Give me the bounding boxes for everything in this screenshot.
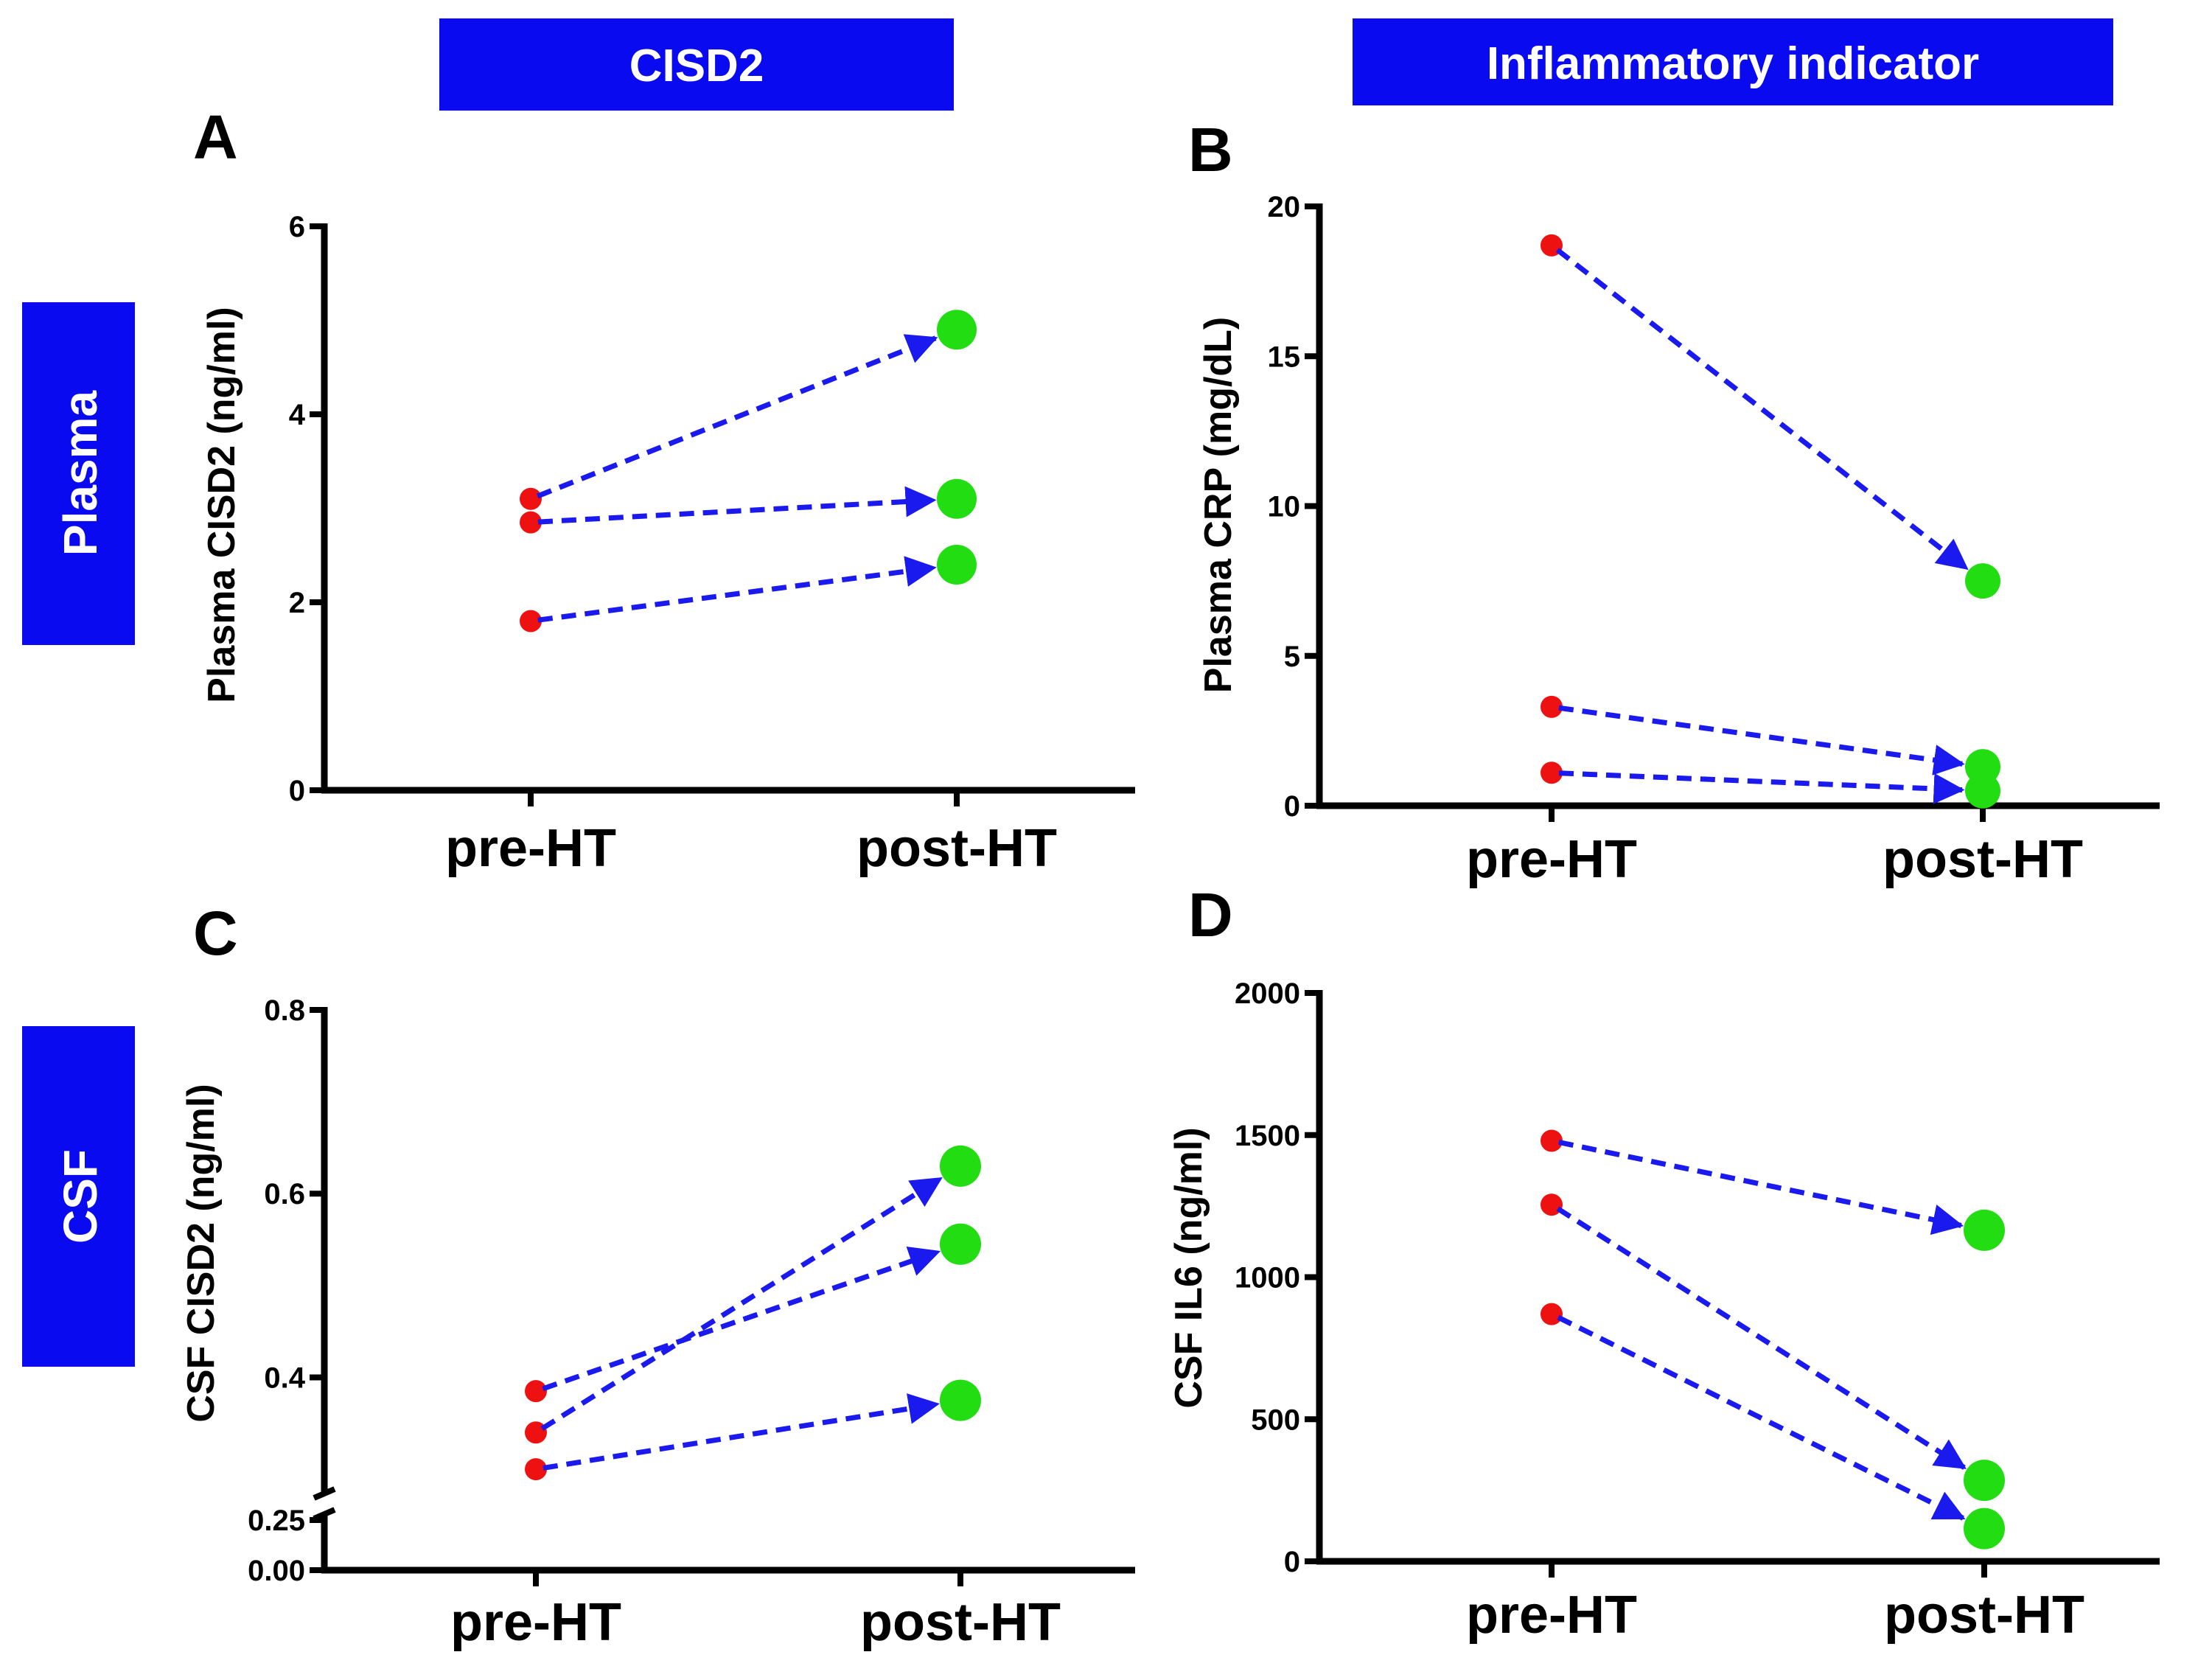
- panel-letter-a: A: [193, 102, 238, 172]
- y-tick-label-b: 10: [1268, 491, 1301, 523]
- paired-change-arrow-b: [1558, 705, 1965, 776]
- panel-d-csf-il6: D CSF IL6 (ng/ml) 0 500 1000 1500 2000 pre-HT…: [1168, 880, 2160, 1645]
- post-ht-point-b: [1965, 773, 2000, 809]
- y-tick-label-c: 0.6: [264, 1178, 305, 1210]
- row-header-plasma-box: [22, 302, 135, 645]
- column-header-inflammatory: Inflammatory indicator: [1353, 18, 2113, 105]
- x-category-label-c: post-HT: [860, 1593, 1061, 1652]
- panel-letter-d: D: [1188, 880, 1233, 949]
- paired-change-arrow-d: [1556, 1206, 1967, 1470]
- panel-c-csf-cisd2: C CSF CISD2 (ng/ml) 0.00 0.25 0.4 0.6 0.8 pre…: [180, 899, 1135, 1652]
- x-category-label-d: post-HT: [1884, 1586, 2084, 1645]
- paired-change-arrow-a: [537, 556, 937, 623]
- column-header-inflammatory-box: [1353, 18, 2113, 105]
- panel-letter-c: C: [193, 899, 238, 968]
- y-tick-label-a: 2: [289, 587, 305, 619]
- post-ht-point-a: [937, 545, 977, 585]
- y-axis-label-a: Plasma CISD2 (ng/ml): [200, 307, 243, 703]
- pre-ht-point-a: [520, 511, 542, 534]
- row-header-csf-label: CSF: [54, 1149, 107, 1244]
- pre-ht-point-c: [525, 1380, 547, 1403]
- row-header-csf-box: [22, 1026, 135, 1367]
- y-tick-label-c: 0.8: [264, 994, 305, 1027]
- x-category-label-a: post-HT: [856, 819, 1057, 878]
- y-tick-label-d: 1500: [1235, 1120, 1300, 1152]
- row-header-plasma: Plasma: [22, 302, 135, 645]
- x-category-label-b: post-HT: [1883, 830, 2083, 889]
- paired-change-arrow-c: [540, 1176, 943, 1431]
- pre-ht-point-b: [1541, 695, 1563, 718]
- y-tick-label-b: 15: [1268, 341, 1301, 373]
- post-ht-point-c: [940, 1145, 981, 1187]
- y-tick-label-d: 2000: [1235, 977, 1300, 1010]
- post-ht-point-d: [1964, 1209, 2005, 1251]
- column-header-inflammatory-label: Inflammatory indicator: [1487, 38, 1979, 89]
- y-tick-label-c: 0.00: [248, 1555, 305, 1587]
- x-category-label-c: pre-HT: [450, 1593, 621, 1652]
- y-tick-label-d: 0: [1284, 1546, 1300, 1578]
- y-tick-label-b: 0: [1284, 790, 1300, 823]
- post-ht-point-b: [1965, 563, 2000, 599]
- paired-change-arrow-d: [1557, 1314, 1966, 1521]
- column-header-cisd2: CISD2: [439, 18, 954, 111]
- y-tick-label-c: 0.25: [248, 1505, 305, 1537]
- y-tick-label-b: 5: [1284, 641, 1300, 673]
- y-tick-label-c: 0.4: [264, 1362, 305, 1394]
- post-ht-point-d: [1964, 1460, 2005, 1502]
- pre-ht-point-d: [1541, 1303, 1563, 1325]
- y-axis-label-b: Plasma CRP (mg/dL): [1197, 317, 1240, 693]
- y-tick-label-a: 0: [289, 775, 305, 807]
- paired-change-arrow-a: [537, 334, 938, 499]
- x-category-label-d: pre-HT: [1466, 1586, 1637, 1645]
- row-header-csf: CSF: [22, 1026, 135, 1367]
- post-ht-point-a: [937, 310, 977, 350]
- post-ht-point-d: [1964, 1508, 2005, 1550]
- paired-change-arrow-b: [1558, 770, 1965, 804]
- y-axis-label-c: CSF CISD2 (ng/ml): [180, 1084, 223, 1422]
- y-axis-label-d: CSF IL6 (ng/ml): [1168, 1127, 1210, 1408]
- paired-change-arrow-c: [542, 1246, 941, 1392]
- y-tick-label-d: 1000: [1235, 1262, 1300, 1294]
- panel-letter-b: B: [1188, 115, 1233, 184]
- paired-change-arrow-d: [1558, 1140, 1964, 1235]
- x-category-label-a: pre-HT: [445, 819, 616, 878]
- pre-ht-point-b: [1541, 761, 1563, 784]
- axis-break-mark-upper-c: [313, 1486, 336, 1501]
- y-tick-label-a: 6: [289, 211, 305, 243]
- panel-b-plasma-crp: B Plasma CRP (mg/dL) 0 5 10 15 20 pre-HT post-…: [1188, 115, 2160, 889]
- column-header-cisd2-box: [439, 18, 954, 111]
- pre-ht-point-c: [525, 1458, 547, 1481]
- post-ht-point-a: [937, 478, 977, 519]
- paired-change-arrow-c: [542, 1393, 940, 1471]
- panel-a-plasma-cisd2: A Plasma CISD2 (ng/ml) 0 2 4 6 pre-HT post-HT: [193, 102, 1135, 878]
- pre-ht-point-a: [520, 487, 542, 510]
- y-tick-label-b: 20: [1268, 191, 1301, 223]
- paired-change-arrow-b: [1555, 248, 1969, 571]
- pre-ht-point-a: [520, 610, 542, 632]
- row-header-plasma-label: Plasma: [54, 391, 107, 557]
- pre-ht-point-d: [1541, 1129, 1563, 1152]
- y-tick-label-d: 500: [1251, 1404, 1300, 1436]
- column-header-cisd2-label: CISD2: [629, 41, 764, 91]
- y-tick-label-a: 4: [289, 399, 306, 431]
- post-ht-point-c: [940, 1379, 981, 1421]
- x-category-label-b: pre-HT: [1466, 830, 1637, 889]
- paired-change-arrow-a: [537, 486, 937, 525]
- post-ht-point-c: [940, 1223, 981, 1265]
